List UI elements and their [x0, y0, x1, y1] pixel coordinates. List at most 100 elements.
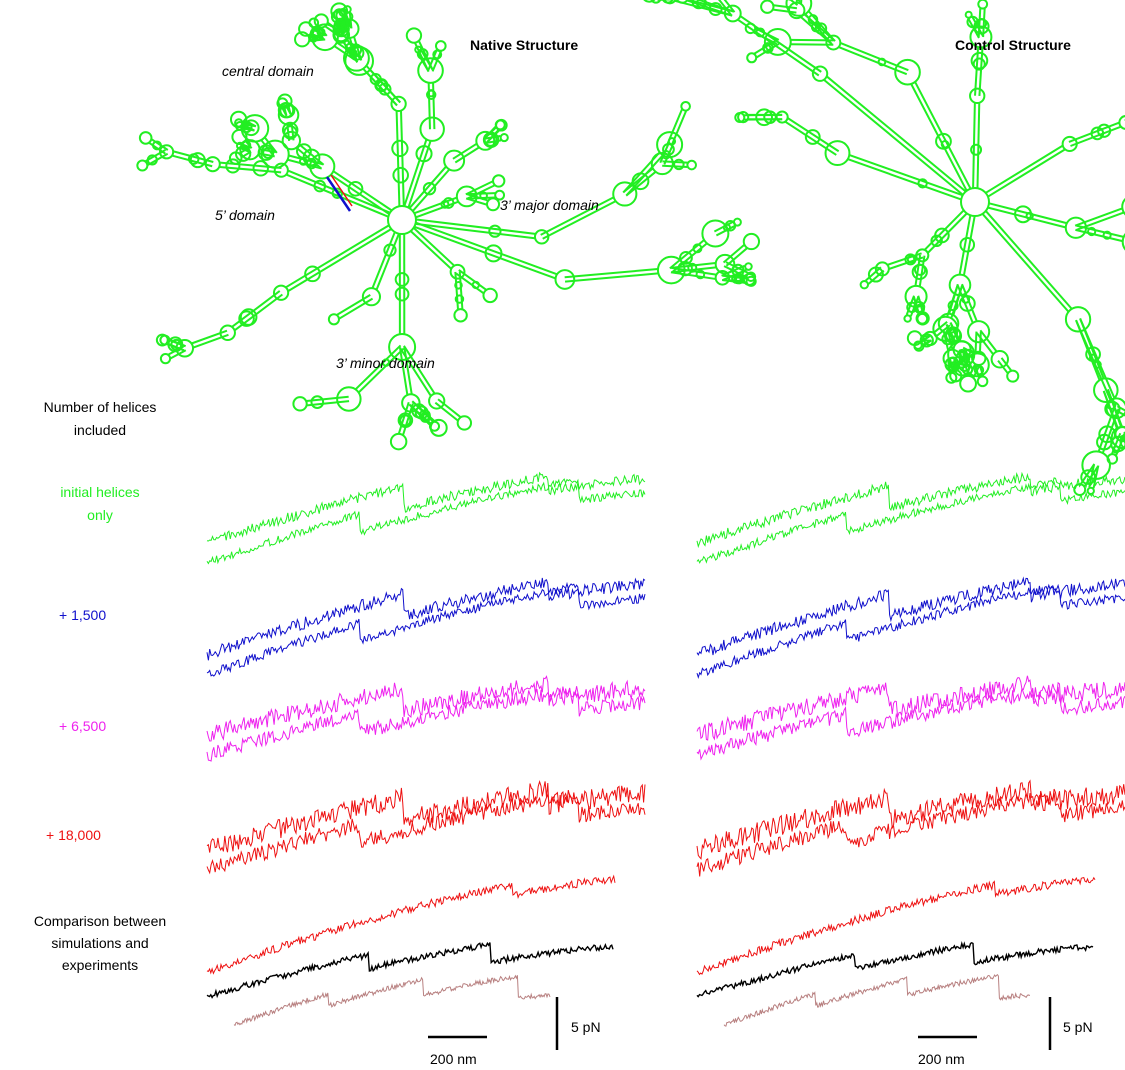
plus-1500-trace-right-b [696, 583, 1125, 679]
helix-arm-5-sub1-sub0-sub1 [1086, 464, 1100, 495]
helix-arm-10-sub2 [465, 174, 506, 200]
helix-arm-0-sub0-sub1-sub1 [643, 0, 670, 3]
plus-6500-trace-left-a [206, 675, 646, 742]
helix-arm-8-sub1-sub0 [389, 401, 414, 451]
helix-arm-6-sub2-sub0-sub0 [997, 357, 1020, 383]
helix-arm-8-sub0-sub1 [737, 111, 783, 124]
central-domain-label: central domain [222, 63, 314, 79]
experiment-trace-right [696, 940, 1094, 998]
helix-arm-6-sub1-sub1-sub2 [906, 330, 931, 347]
comparison-line1: Comparison between [33, 913, 167, 929]
multiloop-junction [960, 187, 990, 217]
initial-trace-right-a [696, 471, 1125, 549]
three-prime-minor-domain-label: 3’ minor domain [336, 355, 435, 371]
helix-arm-1-sub0-sub2 [427, 40, 447, 72]
helix-arm-0-sub0-sub2-sub1 [333, 8, 346, 35]
initial-trace-left-a [206, 471, 646, 542]
helix-arm-11 [410, 227, 466, 280]
helix-arm-6-sub2-sub1-sub1 [973, 363, 989, 388]
plus-18000-trace-left-a [206, 780, 646, 853]
helix-arm-1 [894, 58, 972, 192]
helix-arm-9-sub0 [327, 293, 374, 326]
helix-arm-7-sub0-sub1-sub2 [721, 262, 753, 281]
helix-arm-1 [403, 116, 445, 208]
force-scale-label-right: 5 pN [1063, 1019, 1093, 1035]
helix-arm-4-sub0 [204, 156, 282, 177]
helix-arm-5-sub0-sub0-sub2 [159, 334, 186, 353]
plus-6500-label: + 6,500 [59, 718, 107, 734]
helix-arm-7-sub0-sub0-sub0 [722, 232, 761, 267]
row-header-line1: Number of helices [43, 399, 157, 415]
helix-arm-0-sub1 [342, 44, 401, 107]
plus-6500-trace-left-b [206, 686, 646, 762]
helix-arm-0-sub0-sub0-sub2 [342, 5, 354, 29]
helix-arm-11-sub0 [453, 271, 468, 323]
helix-arm-1-sub0-sub2 [763, 27, 834, 56]
initial-trace-left-b [206, 478, 646, 565]
helix-arm-5-sub1 [1075, 318, 1125, 420]
plus-18000-trace-left-b [206, 789, 646, 875]
helix-arm-7 [915, 209, 968, 263]
helix-arm-4-sub0-sub0-sub0 [136, 149, 169, 172]
helix-arm-3-sub1 [281, 130, 325, 169]
helix-arm-5 [981, 210, 1092, 333]
helix-arm-7-sub0-sub2 [669, 219, 730, 273]
helix-arm-4 [273, 162, 391, 218]
extension-scale-label-left: 200 nm [430, 1051, 477, 1067]
helix-arm-7-sub0-sub1-sub1 [722, 274, 757, 287]
helix-arm-2-sub0-sub2 [482, 119, 506, 144]
helix-arm-2-sub0 [452, 130, 496, 164]
helix-arm-5-sub0 [219, 290, 284, 342]
native-structure-diagram [136, 2, 761, 451]
plus-1500-trace-left-b [206, 581, 646, 677]
helix-arm-3-sub1-sub0 [277, 104, 300, 141]
helix-arm-2-sub0-sub1 [964, 10, 984, 39]
highlighted-helix [325, 174, 353, 212]
native-structure-title: Native Structure [470, 37, 579, 53]
comparison-line2: simulations and [51, 935, 149, 951]
helix-arm-9 [361, 231, 400, 307]
helix-arm-6-sub2 [957, 283, 991, 344]
initial-helices-line2: only [87, 507, 113, 523]
experiment-trace-left [206, 941, 614, 999]
force-scale-label-left: 5 pN [571, 1019, 601, 1035]
helix-arm-7-sub0 [564, 255, 686, 285]
five-prime-domain-label: 5’ domain [215, 207, 275, 223]
control-structure-title: Control Structure [955, 37, 1071, 53]
helix-arm-8-sub2 [399, 345, 446, 410]
helix-arm-10-sub1 [465, 193, 501, 212]
plus-18000-trace-right-a [696, 779, 1125, 860]
helix-arm-6-sub2-sub0 [976, 329, 1009, 369]
scale-bars [428, 997, 1052, 1050]
helix-arm-1-sub0 [417, 57, 444, 130]
helix-arm-8-sub2-sub0 [434, 398, 473, 431]
helix-arm-0 [390, 95, 409, 207]
helix-arm-8-sub1-sub2 [408, 400, 448, 437]
plus-18000-trace-right-b [696, 788, 1125, 877]
row-header-label: Number of helices included [10, 398, 190, 439]
helix-arm-6-sub0 [540, 181, 638, 240]
plus-1500-trace-right-a [696, 576, 1125, 656]
helix-arm-8-sub0 [336, 344, 405, 412]
helix-arm-0-sub0-sub2 [718, 0, 736, 16]
helix-arm-0 [811, 65, 967, 196]
helix-arm-1-sub0-sub1-sub0 [760, 0, 798, 14]
helix-arm-2 [969, 87, 986, 189]
helix-arm-3 [309, 153, 393, 215]
helix-arm-7-sub0-sub0 [859, 266, 885, 290]
helix-arm-8 [388, 233, 417, 362]
helix-arm-2-sub0 [969, 25, 993, 97]
helix-arm-0-sub0-sub1 [663, 0, 734, 17]
helix-arm-4-sub0-sub0 [159, 144, 214, 169]
plus-1500-trace-left-a [206, 577, 646, 661]
initial-helices-line1: initial helices [60, 484, 140, 500]
helix-arm-10 [414, 185, 478, 219]
initial-trace-right-b [696, 477, 1125, 564]
helix-arm-4-sub1 [1074, 197, 1125, 231]
helix-arm-6-sub0-sub1-sub0 [659, 137, 677, 165]
helix-arm-1-sub0 [825, 34, 909, 76]
plus-6500-trace-right-a [696, 675, 1125, 741]
helix-arm-5-sub1-sub1 [1114, 405, 1125, 417]
helix-arm-11-sub1 [455, 269, 498, 304]
